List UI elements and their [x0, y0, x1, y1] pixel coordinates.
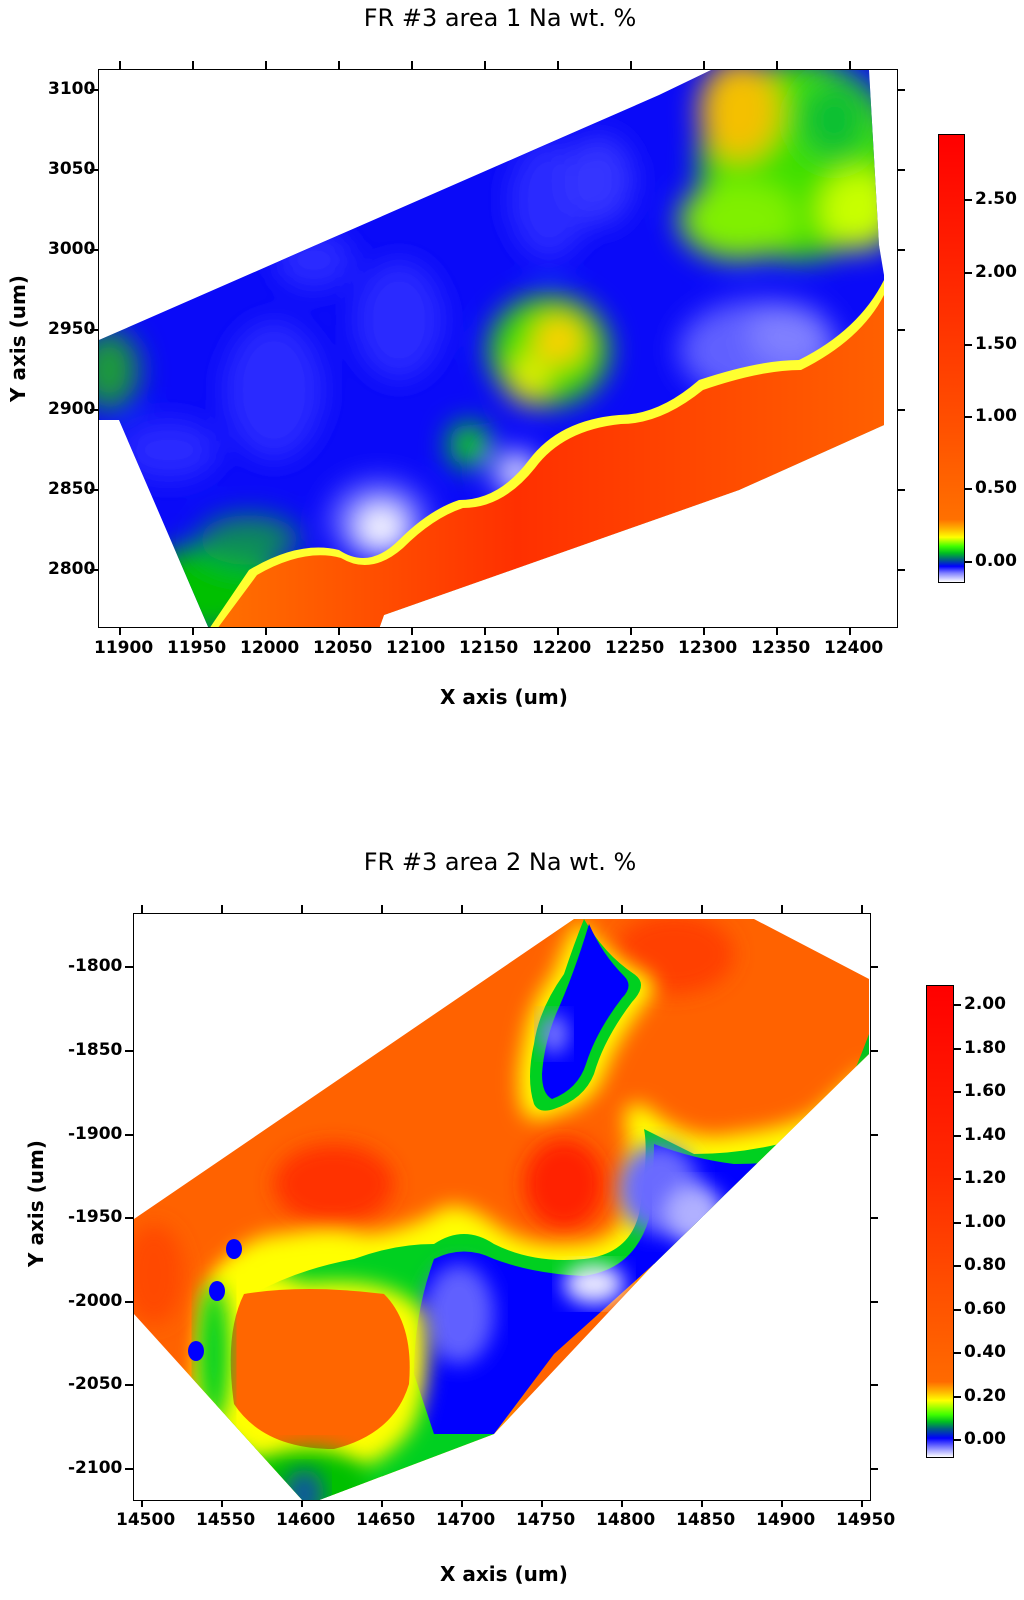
chart1-colorbar-tick: 2.50	[975, 189, 1017, 209]
chart2-colorbar-tick: 0.80	[964, 1255, 1006, 1275]
chart2-colorbar-tick: 1.60	[964, 1081, 1006, 1101]
chart2-y-axis-title: Y axis (um)	[24, 1140, 48, 1267]
chart1-y-tick: 2900	[48, 399, 96, 419]
chart2-x-tick: 14700	[436, 1510, 496, 1530]
chart1-x-tick: 12350	[751, 638, 811, 658]
chart2-x-tick: 14550	[196, 1510, 256, 1530]
chart2-y-tick: -1900	[68, 1124, 123, 1144]
chart1-x-tick: 12200	[532, 638, 592, 658]
chart2-y-tick: -1950	[68, 1207, 123, 1227]
chart2-colorbar-tick: 2.00	[964, 994, 1006, 1014]
chart1-x-tick: 12100	[386, 638, 446, 658]
chart1-heatmap	[99, 70, 884, 627]
chart2-x-tick: 14600	[276, 1510, 336, 1530]
chart1-x-tick: 11900	[94, 638, 154, 658]
chart2-y-tick: -1800	[68, 956, 123, 976]
chart1-x-tick: 12050	[313, 638, 373, 658]
chart2-x-tick: 14750	[516, 1510, 576, 1530]
chart2-y-tick: -2000	[68, 1291, 123, 1311]
chart2-x-axis-title: X axis (um)	[440, 1562, 568, 1586]
chart2-x-tick: 14650	[356, 1510, 416, 1530]
chart1-x-tick: 12000	[240, 638, 300, 658]
chart2-colorbar	[926, 985, 954, 1458]
chart1-x-tick: 12400	[824, 638, 884, 658]
chart1-plot-area	[98, 69, 898, 628]
chart2-heatmap	[134, 919, 869, 1500]
chart1-y-tick: 3050	[48, 159, 96, 179]
chart1-colorbar-tick: 1.00	[975, 406, 1017, 426]
chart2-x-tick: 14900	[756, 1510, 816, 1530]
chart1-colorbar-tick: 1.50	[975, 334, 1017, 354]
chart1-y-axis-title: Y axis (um)	[6, 275, 30, 402]
chart1-colorbar-tick: 0.50	[975, 478, 1017, 498]
chart2-colorbar-tick: 1.00	[964, 1212, 1006, 1232]
chart2-y-tick: -2100	[68, 1458, 123, 1478]
chart2-colorbar-tick: 1.80	[964, 1038, 1006, 1058]
chart1-y-tick: 3000	[48, 239, 96, 259]
chart2-title: FR #3 area 2 Na wt. %	[363, 848, 637, 876]
chart2-colorbar-tick: 0.60	[964, 1299, 1006, 1319]
chart1-colorbar-tick: 0.00	[975, 551, 1017, 571]
chart2-plot-area	[133, 913, 871, 1501]
chart1-title: FR #3 area 1 Na wt. %	[363, 4, 637, 32]
chart2-y-tick: -1850	[68, 1040, 123, 1060]
chart1-x-axis-title: X axis (um)	[440, 685, 568, 709]
chart2-colorbar-tick: 1.40	[964, 1125, 1006, 1145]
chart2-x-tick: 14850	[676, 1510, 736, 1530]
chart2-x-tick: 14800	[596, 1510, 656, 1530]
chart2-x-tick: 14950	[836, 1510, 896, 1530]
chart1-x-tick: 12300	[678, 638, 738, 658]
chart2-colorbar-tick: 0.00	[964, 1429, 1006, 1449]
chart1-x-tick: 12150	[459, 638, 519, 658]
chart1-x-tick: 12250	[605, 638, 665, 658]
chart2-y-tick: -2050	[68, 1374, 123, 1394]
chart1-colorbar	[938, 134, 965, 583]
chart1-y-tick: 2950	[48, 319, 96, 339]
chart1-y-tick: 3100	[48, 79, 96, 99]
chart2-x-tick: 14500	[116, 1510, 176, 1530]
chart2-colorbar-tick: 0.20	[964, 1386, 1006, 1406]
chart1-y-tick: 2800	[48, 559, 96, 579]
chart2-colorbar-tick: 1.20	[964, 1168, 1006, 1188]
chart1-y-tick: 2850	[48, 479, 96, 499]
chart1-colorbar-tick: 2.00	[975, 262, 1017, 282]
chart1-x-tick: 11950	[167, 638, 227, 658]
chart2-colorbar-tick: 0.40	[964, 1342, 1006, 1362]
